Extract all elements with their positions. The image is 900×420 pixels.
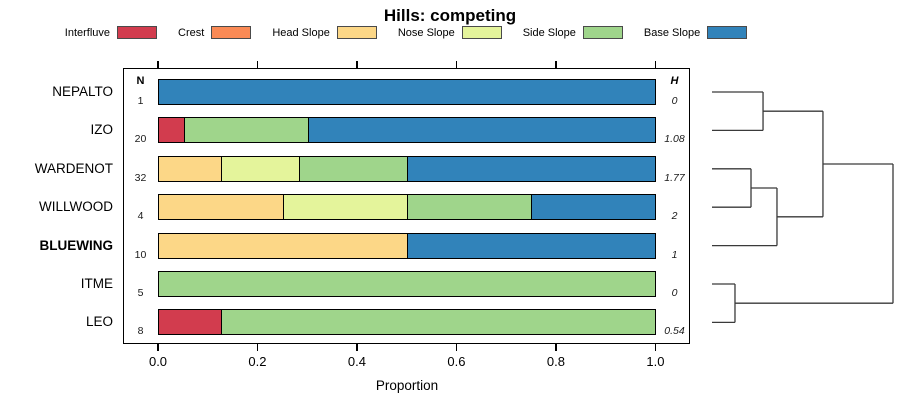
top-tick [356, 61, 358, 68]
top-tick [654, 61, 657, 68]
legend-item: Crest [178, 26, 252, 39]
segment-side-slope [221, 310, 655, 335]
legend-label: Crest [178, 26, 205, 39]
bottom-tick [555, 343, 557, 351]
legend-swatch-head-slope [336, 26, 377, 39]
legend-label: Nose Slope [397, 26, 455, 39]
segment-head-slope [159, 156, 221, 181]
segment-interfluve [159, 118, 184, 143]
h-value: 2 [671, 210, 678, 223]
legend-label: Interfluve [64, 26, 111, 39]
h-value: 1.77 [664, 171, 685, 184]
stacked-bar-willwood [158, 194, 656, 221]
segment-base-slope [407, 233, 655, 258]
bottom-tick [157, 343, 159, 351]
category-label-itme: ITME [80, 276, 113, 291]
segment-base-slope [531, 195, 655, 220]
segment-base-slope [307, 118, 655, 143]
segment-side-slope [407, 195, 531, 220]
legend-swatch-nose-slope [461, 26, 502, 39]
segment-base-slope [407, 156, 655, 181]
x-axis-label: Proportion [375, 378, 439, 393]
x-tick-label: 0.6 [447, 354, 466, 369]
stacked-bar-leo [158, 309, 656, 336]
x-tick-label: 1.0 [646, 354, 665, 369]
x-tick-label: 0.0 [148, 354, 168, 369]
top-tick [555, 61, 557, 68]
bottom-tick [356, 343, 358, 351]
legend-label: Head Slope [272, 26, 330, 39]
top-tick [157, 61, 159, 68]
segment-nose-slope [283, 195, 407, 220]
chart-title: Hills: competing [383, 6, 517, 25]
n-value: 1 [137, 95, 144, 107]
n-value: 10 [134, 248, 147, 261]
legend-item: Nose Slope [398, 26, 502, 39]
legend-label: Side Slope [522, 26, 576, 39]
x-tick-label: 0.8 [546, 354, 565, 369]
n-value: 4 [137, 210, 144, 223]
top-tick [455, 61, 458, 68]
segment-head-slope [159, 195, 283, 220]
segment-side-slope [159, 272, 655, 296]
segment-nose-slope [221, 156, 299, 181]
legend: Interfluve Crest Head Slope Nose Slope Side … [0, 26, 812, 39]
n-column-header: N [136, 75, 145, 87]
legend-label: Base Slope [643, 26, 701, 39]
h-column-header: H [670, 75, 679, 87]
stacked-bar-izo [158, 117, 656, 144]
legend-item: Base Slope [643, 26, 748, 39]
stacked-bar-itme [158, 271, 656, 297]
x-tick-label: 0.2 [248, 354, 267, 369]
category-label-willwood: WILLWOOD [39, 199, 113, 215]
segment-interfluve [159, 310, 221, 335]
h-value: 1.08 [664, 133, 685, 146]
category-label-leo: LEO [85, 314, 113, 330]
stacked-bar-bluewing [158, 232, 656, 259]
category-label-izo: IZO [90, 122, 114, 138]
legend-swatch-side-slope [582, 26, 623, 39]
h-value: 0.54 [664, 325, 685, 338]
h-value: 1 [671, 248, 678, 261]
bottom-tick [654, 343, 657, 351]
n-value: 5 [137, 287, 144, 299]
bottom-tick [455, 343, 458, 351]
h-value: 0 [671, 287, 678, 299]
n-value: 20 [134, 133, 147, 146]
top-tick [256, 61, 259, 68]
segment-side-slope [298, 156, 407, 181]
segment-head-slope [159, 233, 407, 258]
segment-side-slope [183, 118, 308, 143]
legend-item: Interfluve [64, 26, 158, 39]
bottom-tick [256, 343, 259, 351]
legend-item: Side Slope [523, 26, 623, 39]
legend-swatch-interfluve [117, 26, 158, 39]
dendrogram [712, 91, 894, 324]
legend-swatch-crest [211, 26, 252, 39]
h-value: 0 [671, 95, 678, 107]
legend-swatch-base-slope [707, 26, 748, 39]
n-value: 32 [134, 171, 147, 184]
stacked-bar-nepalto [158, 79, 656, 105]
category-label-wardenot: WARDENOT [34, 160, 113, 176]
n-value: 8 [137, 325, 144, 338]
category-label-bluewing: BLUEWING [39, 237, 114, 253]
stacked-bar-wardenot [158, 155, 656, 182]
segment-base-slope [159, 80, 655, 104]
category-label-nepalto: NEPALTO [52, 84, 113, 99]
x-tick-label: 0.4 [347, 354, 366, 369]
legend-item: Head Slope [272, 26, 377, 39]
